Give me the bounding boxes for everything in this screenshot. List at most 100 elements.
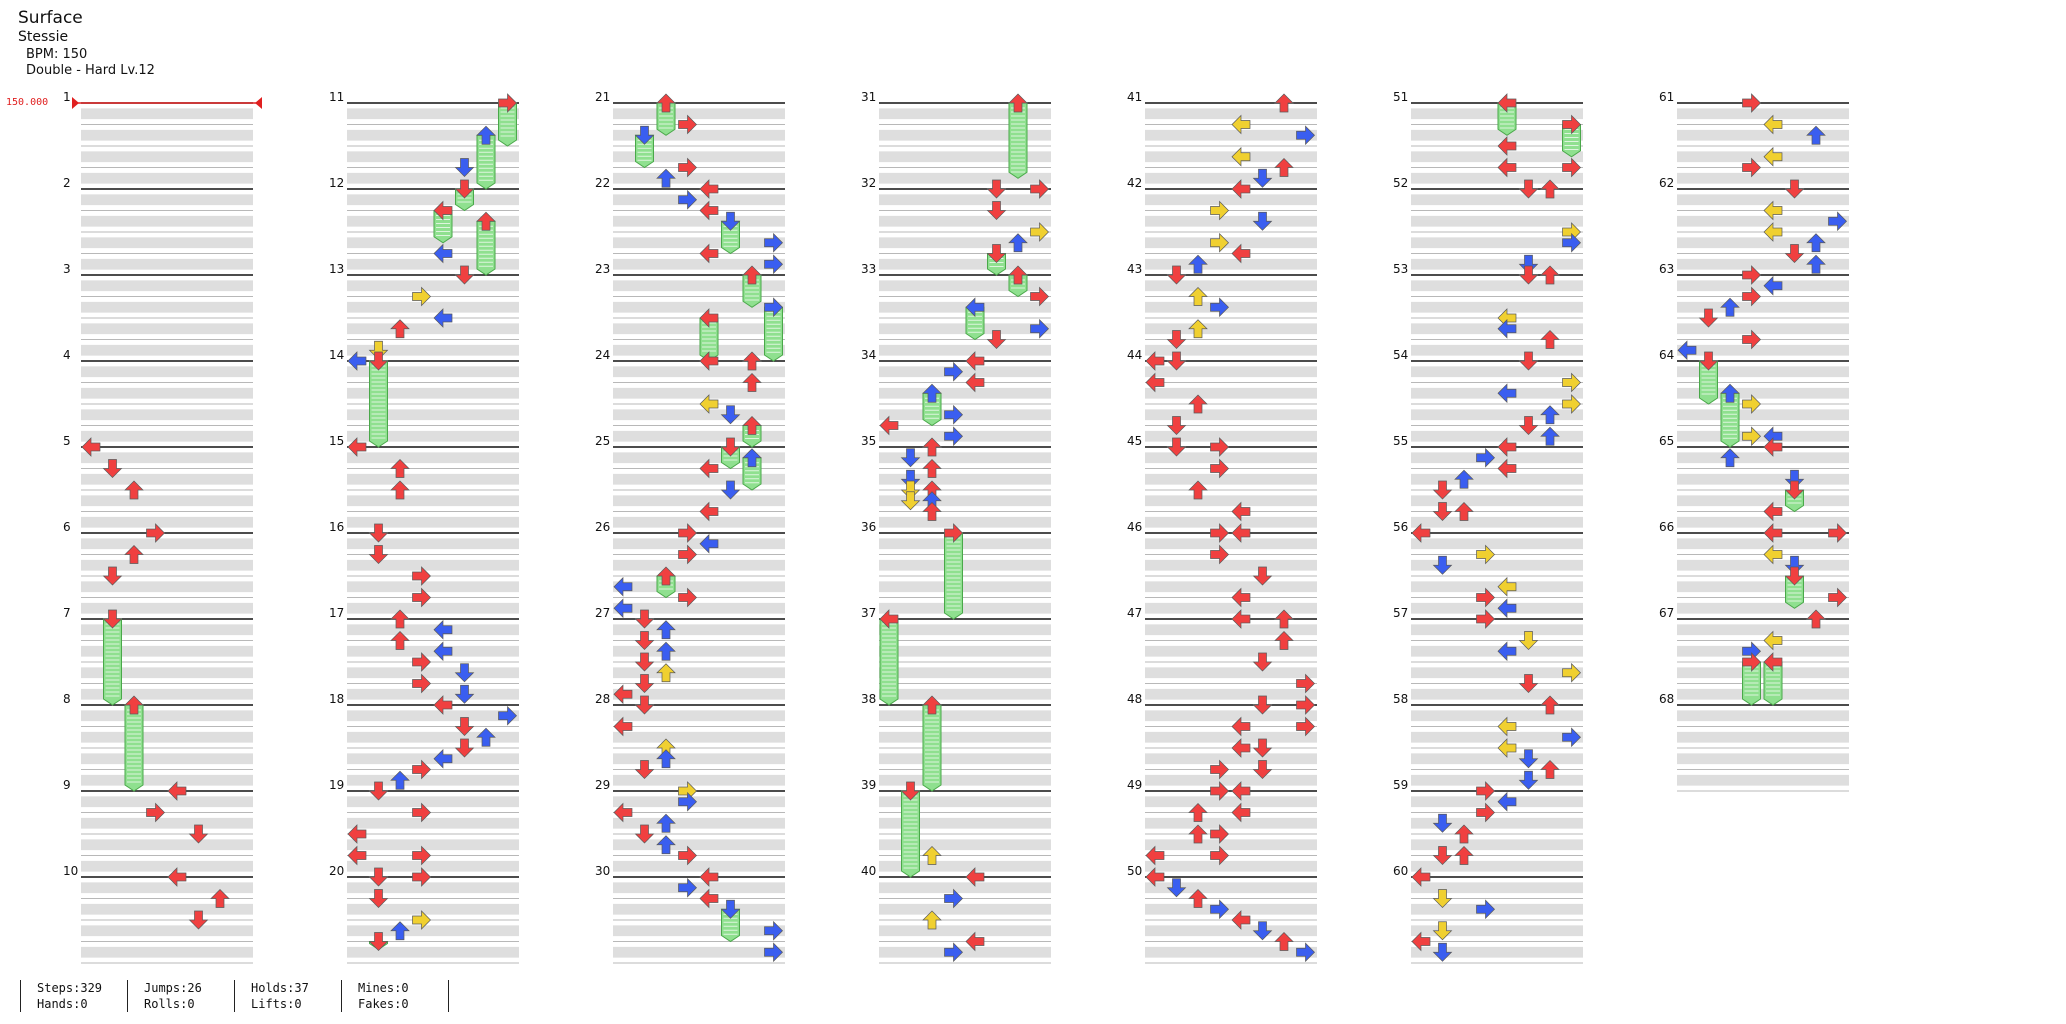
beat-stripe [1411,258,1583,270]
beat-stripe [879,409,1051,421]
measure-number: 44 [1127,348,1142,362]
beat-stripe [81,839,253,851]
measure-number: 1 [63,90,71,104]
arrow-right-icon [498,706,517,726]
stat-line: Rolls:0 [144,997,195,1011]
beat-stripe [879,495,1051,507]
beat-stripe [1145,624,1317,636]
beat-stripe [81,366,253,378]
beat-stripe [347,946,519,958]
measure-number: 50 [1127,864,1142,878]
beat-stripe [1411,624,1583,636]
beat-stripe [347,624,519,636]
arrow-up-icon [1806,125,1826,145]
stat-line: Fakes:0 [358,997,409,1011]
measure-number: 25 [595,434,610,448]
arrow-up-icon [656,813,676,833]
measure-number: 42 [1127,176,1142,190]
stat-cell: Jumps:26 Rolls:0 [127,980,234,1012]
beat-stripe [347,108,519,120]
beat-stripe [613,129,785,141]
beat-stripe [613,538,785,550]
arrow-right-icon [678,190,697,210]
song-info: Surface Stessie BPM: 150 Double - Hard L… [18,8,155,79]
arrow-right-icon [944,426,963,446]
measure-number: 63 [1659,262,1674,276]
beat-stripe [613,559,785,571]
beat-stripe [1411,774,1583,786]
beat-stripe [1411,387,1583,399]
beat-stripe [81,753,253,765]
beat-stripe [879,860,1051,872]
arrow-left-icon [1497,319,1517,339]
beat-stripe [879,946,1051,958]
beat-stripe [1145,559,1317,571]
beat-stripe [347,774,519,786]
stat-cell: Mines:0 Fakes:0 [341,980,448,1012]
arrow-right-icon [764,254,783,274]
beat-stripe [613,903,785,915]
beat-stripe [81,516,253,528]
beat-stripe [81,882,253,894]
beat-stripe [81,925,253,937]
arrow-up-icon [656,835,676,855]
beat-stripe [347,753,519,765]
measure-number: 40 [861,864,876,878]
beat-stripe [1145,452,1317,464]
beat-stripe [1677,194,1849,206]
beat-stripe [613,774,785,786]
beat-stripe [347,581,519,593]
beat-stripe [613,215,785,227]
beat-stripe [879,194,1051,206]
beat-stripe [1677,516,1849,528]
beat-stripe [613,301,785,313]
measure-number: 11 [329,90,344,104]
beat-stripe [347,688,519,700]
beat-stripe [347,882,519,894]
beat-stripe [81,495,253,507]
beat-stripe [1677,237,1849,249]
arrow-right-icon [944,405,963,425]
arrow-left-icon [1497,598,1517,618]
beat-stripe [81,108,253,120]
beat-stripe [1677,667,1849,679]
beat-stripe [613,925,785,937]
arrow-up-icon [656,749,676,769]
measure-number: 34 [861,348,876,362]
beat-stripe [347,323,519,335]
beat-stripe [81,387,253,399]
beat-stripe [613,516,785,528]
arrow-right-icon [764,942,783,962]
arrow-right-icon [1476,448,1495,468]
stat-line: Holds:37 [251,981,309,995]
measure-number: 62 [1659,176,1674,190]
beat-stripe [81,903,253,915]
beat-stripe [613,667,785,679]
beat-stripe [1145,194,1317,206]
beat-stripe [347,903,519,915]
beat-stripe [1145,710,1317,722]
beat-stripe [1677,753,1849,765]
beat-stripe [347,796,519,808]
beat-stripe [81,624,253,636]
beat-stripe [81,237,253,249]
measure-number: 2 [63,176,71,190]
beat-stripe [1411,688,1583,700]
arrow-left-icon [1497,792,1517,812]
beat-stripe [1411,925,1583,937]
beat-stripe [1677,538,1849,550]
beat-stripe [613,172,785,184]
beat-stripe [1145,581,1317,593]
beat-stripe [1411,946,1583,958]
beat-stripe [1145,860,1317,872]
beat-stripe [879,366,1051,378]
arrow-up-icon [1008,233,1028,253]
measure-number: 48 [1127,692,1142,706]
arrow-down-icon [901,448,920,468]
beat-stripe [81,710,253,722]
hold-note [901,790,920,878]
beat-stripe [879,516,1051,528]
beat-stripe [1145,258,1317,270]
measure-number: 21 [595,90,610,104]
measure-number: 24 [595,348,610,362]
